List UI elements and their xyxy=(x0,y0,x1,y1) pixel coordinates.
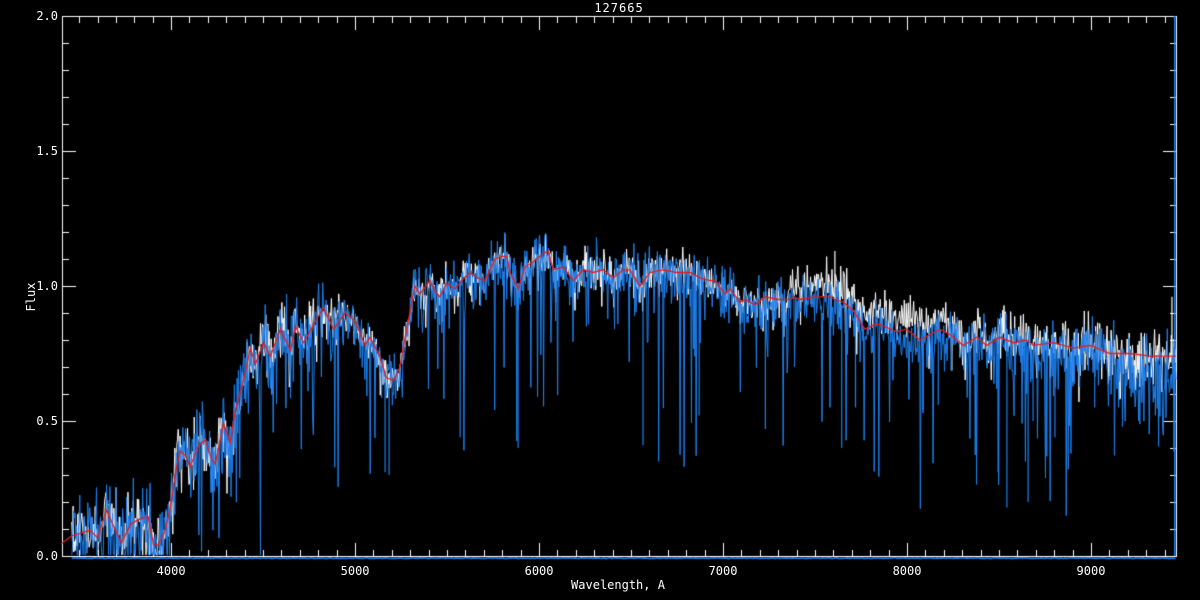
chart-title: 127665 xyxy=(594,1,644,15)
x-tick-label: 4000 xyxy=(156,564,186,578)
x-tick-label: 7000 xyxy=(708,564,738,578)
x-axis-label: Wavelength, A xyxy=(571,578,665,592)
x-tick-label: 6000 xyxy=(524,564,554,578)
y-tick-label: 2.0 xyxy=(36,9,58,23)
y-tick-label: 0.5 xyxy=(36,414,58,428)
x-tick-label: 8000 xyxy=(892,564,922,578)
x-tick-label: 5000 xyxy=(340,564,370,578)
y-tick-label: 1.5 xyxy=(36,144,58,158)
y-tick-label: 1.0 xyxy=(36,279,58,293)
x-tick-label: 9000 xyxy=(1076,564,1106,578)
y-tick-label: 0.0 xyxy=(36,549,58,563)
